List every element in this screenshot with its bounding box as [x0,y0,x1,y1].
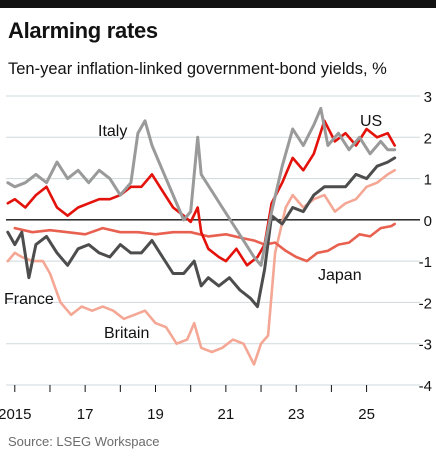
series-line-japan [13,222,396,263]
series-label-france: France [4,291,54,308]
series-label-britain: Britain [104,325,149,342]
series-line-italy [6,106,397,267]
chart-title: Alarming rates [8,18,158,43]
y-tick-label: -1 [419,254,432,271]
x-tick-label: 25 [358,406,375,423]
chart-subtitle: Ten-year inflation-linked government-bon… [8,60,387,78]
y-tick-label: -2 [419,295,432,312]
top-rule [0,0,436,8]
x-tick-label: 21 [218,406,235,423]
x-tick-label: 19 [147,406,164,423]
x-tick-label: 17 [77,406,94,423]
x-tick-label: 2015 [0,406,31,423]
y-tick-label: -4 [419,378,432,395]
y-tick-label: 3 [424,89,432,106]
y-tick-label: 2 [424,130,432,147]
series-label-italy: Italy [98,123,127,140]
source-note: Source: LSEG Workspace [8,434,160,449]
series-label-japan: Japan [318,267,362,284]
series-line-france [6,156,397,309]
series-label-us: US [360,113,382,130]
y-tick-label: 0 [424,213,432,230]
x-tick-label: 23 [288,406,305,423]
series-line-us [6,119,396,267]
y-tick-label: -3 [419,337,432,354]
series-line-britain [6,169,396,366]
y-tick-label: 1 [424,172,432,189]
